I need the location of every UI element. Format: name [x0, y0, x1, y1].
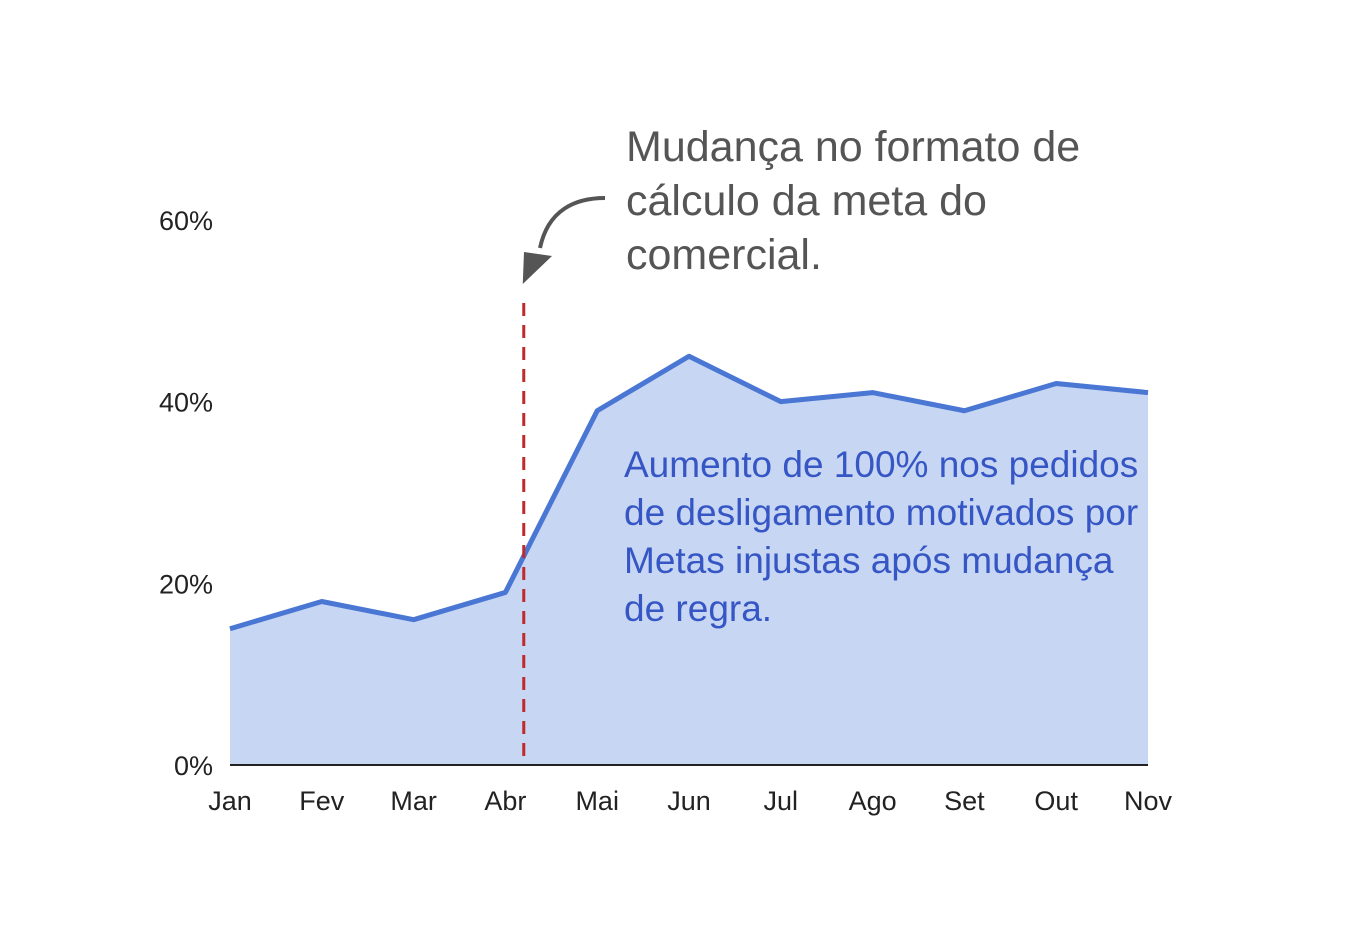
y-tick-label: 60% — [159, 206, 213, 236]
x-tick-label: Jan — [208, 786, 252, 816]
y-axis-ticks: 0% 20% 40% 60% — [159, 206, 213, 781]
x-tick-label: Out — [1034, 786, 1078, 816]
y-tick-label: 40% — [159, 388, 213, 418]
x-tick-label: Mai — [575, 786, 619, 816]
annotation-rule-change: Mudança no formato de cálculo da meta do… — [626, 123, 1081, 279]
series-line — [229, 353, 1149, 632]
x-tick-label: Jul — [764, 786, 799, 816]
x-tick-label: Mar — [390, 786, 437, 816]
x-tick-label: Fev — [299, 786, 345, 816]
annotation-increase: Aumento de 100% nos pedidos de desligame… — [624, 444, 1139, 629]
x-tick-label: Abr — [484, 786, 526, 816]
x-tick-label: Ago — [849, 786, 897, 816]
annotation-arrow-head — [522, 252, 552, 284]
y-tick-label: 0% — [174, 751, 213, 781]
x-axis-ticks: Jan Fev Mar Abr Mai Jun Jul Ago Set Out Nov — [208, 786, 1172, 816]
series-area-fill — [230, 356, 1148, 765]
x-tick-label: Set — [944, 786, 985, 816]
annotation-arrow — [538, 196, 606, 249]
y-tick-label: 20% — [159, 569, 213, 599]
x-tick-label: Jun — [667, 786, 711, 816]
x-tick-label: Nov — [1124, 786, 1173, 816]
